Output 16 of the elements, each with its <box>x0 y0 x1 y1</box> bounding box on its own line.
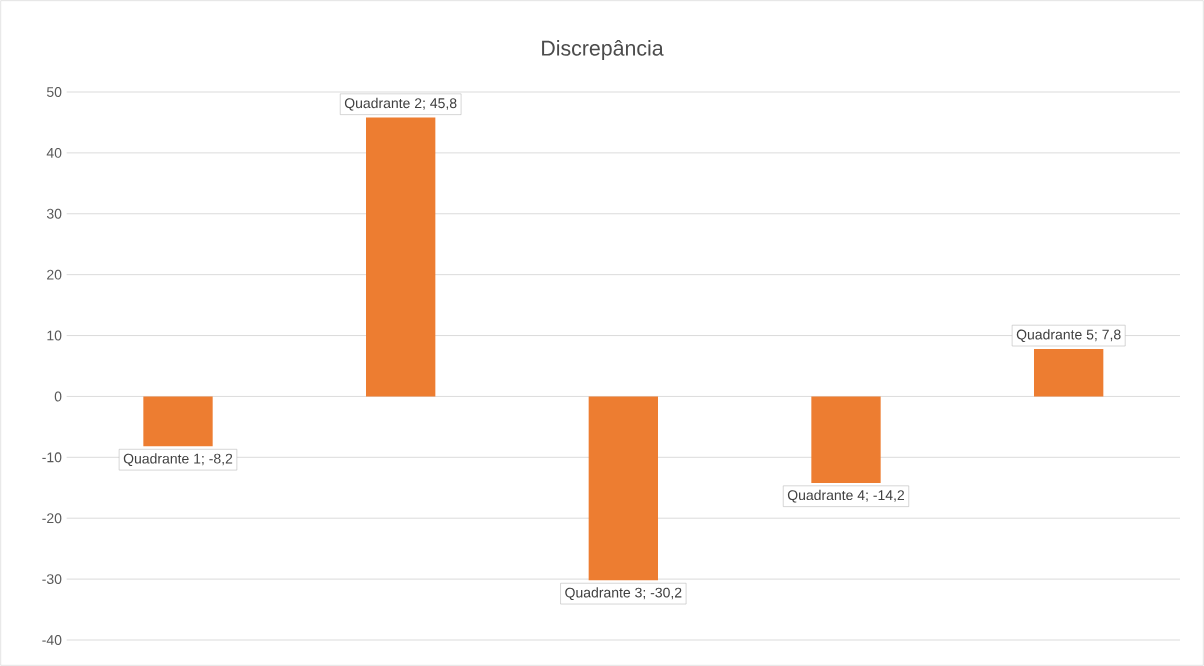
y-tick-label: 10 <box>47 330 62 341</box>
chart-title: Discrepância <box>542 40 664 60</box>
y-tick-label: -30 <box>42 574 62 585</box>
y-tick-label: 40 <box>46 147 62 158</box>
y-tick-label: 50 <box>46 87 62 97</box>
data-label: Quadrante 1; -8,2 <box>123 453 233 467</box>
y-tick-label: 30 <box>46 208 62 219</box>
y-tick-label: -10 <box>42 452 62 463</box>
y-tick-label: 20 <box>47 269 62 280</box>
data-label: Quadrante 5; 7,8 <box>1016 329 1121 342</box>
y-tick-label: -20 <box>42 513 62 524</box>
data-label: Quadrante 4; -14,2 <box>787 489 905 503</box>
data-label: Quadrante 3; -30,2 <box>565 587 682 601</box>
y-tick-label: 0 <box>54 391 62 402</box>
y-tick-label: -40 <box>42 635 62 645</box>
data-label: Quadrante 2; 45,8 <box>344 97 457 111</box>
